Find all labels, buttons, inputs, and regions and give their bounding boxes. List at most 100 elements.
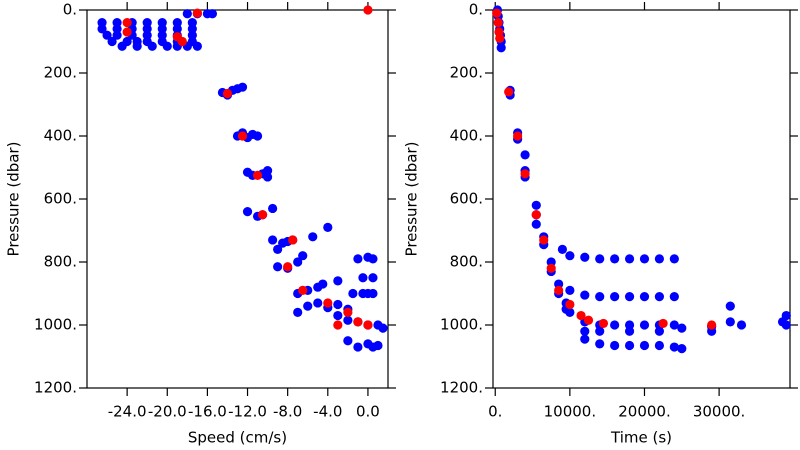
data-point [531,219,541,229]
data-point [182,9,192,19]
data-point [132,41,142,51]
data-point [595,339,605,349]
data-point [363,320,373,330]
y-tick-label: 1000. [440,316,483,334]
data-point [273,244,283,254]
data-point [595,292,605,302]
data-point [580,290,590,300]
data-point [122,27,132,37]
data-point [353,342,363,352]
data-point [624,320,635,330]
data-point [288,235,298,245]
data-point [112,18,122,28]
data-point [318,279,328,289]
data-point [263,166,273,176]
data-point [554,279,564,289]
data-point [187,18,197,28]
panel: 0. 200. 400. 600. 800. 1000. 1200. 0. 10000. 2000… [403,1,798,447]
data-point [142,24,152,34]
data-point [639,254,650,264]
data-point [358,273,368,283]
data-point [222,88,233,99]
data-point [363,5,373,15]
x-tick-label: 10000. [544,403,597,421]
data-point [677,323,687,333]
data-point [624,292,635,302]
data-point [610,254,620,264]
x-tick-label: -4.0 [313,403,342,421]
data-point [595,254,605,264]
y-tick-label: 0. [469,1,483,19]
data-point [595,326,605,336]
data-point [303,301,313,311]
plot-frame [492,9,791,389]
data-point [677,344,687,354]
data-point [117,41,127,51]
data-point [368,273,378,283]
y-tick-label: 1000. [34,316,77,334]
data-point [580,326,590,336]
y-tick-label: 1200. [34,379,77,397]
data-point [654,340,665,351]
data-point [147,41,157,51]
data-point [263,172,273,182]
data-point [257,210,268,220]
data-point [187,24,197,34]
data-point [580,252,590,262]
data-point [669,254,679,264]
y-axis-label: Pressure (dbar) [5,142,23,257]
data-point [654,326,665,336]
data-point [112,30,122,40]
data-point [624,254,635,264]
data-point [513,131,523,141]
data-point [725,301,735,311]
y-tick-label: 600. [450,190,483,208]
data-point [654,254,665,264]
data-point [237,82,248,92]
plot-frame [86,9,389,389]
data-point [496,43,506,53]
data-point [268,235,278,245]
data-point [313,298,323,308]
data-point [102,30,112,40]
data-point [107,36,117,47]
data-point [333,320,343,330]
data-point [368,288,378,299]
data-point [576,310,586,321]
data-point [373,340,383,351]
data-point [639,340,650,351]
data-point [493,18,503,28]
data-point [353,254,363,264]
x-axis-label: Time (s) [610,429,672,447]
panel: 0.200.400.600.800.1000.1200.-24.0 -20.0 -1… [5,1,396,447]
data-point [343,315,353,325]
data-point [492,8,502,18]
data-point [565,251,575,261]
x-tick-label: -24.0 [108,403,147,421]
data-point [242,207,253,217]
data-point [565,299,575,310]
data-point [504,87,514,97]
data-point [725,317,735,327]
x-tick-label: 30000. [693,403,746,421]
data-point [323,222,333,232]
data-point [669,342,679,352]
data-point [580,334,590,344]
data-point [273,262,283,272]
data-point [353,317,363,327]
y-tick-label: 1200. [440,379,483,397]
data-point [736,320,747,330]
x-tick-label: -8.0 [273,403,302,421]
y-tick-label: 0. [63,1,77,19]
y-axis-label: Pressure (dbar) [403,142,421,257]
data-point [122,18,132,28]
data-point [308,232,318,242]
x-tick-label: 0. [488,403,502,421]
data-point [157,30,167,40]
data-point [378,323,388,333]
data-point [520,169,530,179]
data-point [157,24,167,34]
data-point [565,285,575,295]
data-point [237,131,248,141]
